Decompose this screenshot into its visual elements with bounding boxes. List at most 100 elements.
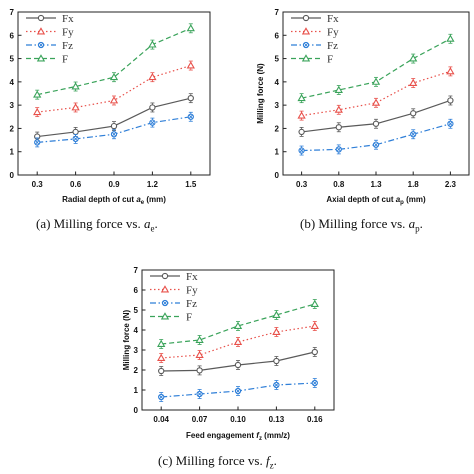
y-tick-label: 3 xyxy=(134,346,139,355)
data-point xyxy=(334,105,343,113)
x-tick-label: 0.16 xyxy=(307,415,323,424)
legend-marker xyxy=(302,41,310,49)
series-line xyxy=(301,123,451,152)
x-tick-label: 0.3 xyxy=(296,180,308,189)
data-point xyxy=(298,128,305,136)
data-point xyxy=(447,120,454,127)
plot-frame xyxy=(17,11,211,176)
y-tick-label: 0 xyxy=(134,406,139,415)
data-point xyxy=(447,97,454,104)
x-tick-label: 0.6 xyxy=(70,180,82,189)
x-tick-label: 0.3 xyxy=(32,180,44,189)
y-axis-label: Milling force (N) xyxy=(256,63,265,124)
data-point xyxy=(233,337,243,345)
series-Fy xyxy=(297,66,455,121)
series-Fz xyxy=(298,118,454,156)
y-tick-label: 1 xyxy=(10,148,15,157)
data-point xyxy=(158,367,165,375)
data-point xyxy=(234,387,242,395)
legend-marker xyxy=(161,272,169,280)
data-point xyxy=(33,90,42,98)
y-tick-label: 2 xyxy=(10,124,15,133)
x-tick-label: 1.8 xyxy=(408,180,420,189)
legend-label: F xyxy=(186,312,192,324)
y-tick-label: 7 xyxy=(134,266,139,275)
data-point xyxy=(149,119,156,126)
data-point xyxy=(71,82,80,90)
data-point xyxy=(187,113,194,120)
legend-label: Fy xyxy=(186,285,198,297)
legend-marker xyxy=(160,312,170,320)
data-point xyxy=(310,299,319,307)
series-F xyxy=(297,33,455,104)
legend-label: Fy xyxy=(62,27,74,39)
y-tick-label: 0 xyxy=(10,171,15,180)
y-tick-label: 5 xyxy=(134,306,139,315)
series-F xyxy=(33,23,195,100)
series-Fx xyxy=(158,347,318,376)
series-Fz xyxy=(34,111,194,148)
data-point xyxy=(110,122,118,130)
legend-label: F xyxy=(327,54,333,66)
x-axis-label: Radial depth of cut ae (mm) xyxy=(62,195,166,206)
data-point xyxy=(335,146,342,153)
y-tick-label: 1 xyxy=(134,386,139,395)
legend-marker xyxy=(301,27,311,35)
x-tick-label: 0.9 xyxy=(108,180,120,189)
data-point xyxy=(272,327,281,335)
legend-marker xyxy=(160,285,170,293)
series-Fy xyxy=(157,321,319,363)
data-point xyxy=(335,124,342,131)
data-point xyxy=(157,353,166,361)
series-Fx xyxy=(298,95,454,137)
series-Fy xyxy=(33,60,195,118)
data-point xyxy=(273,357,280,365)
data-point xyxy=(148,72,157,81)
data-point xyxy=(186,23,195,32)
data-point xyxy=(446,34,455,42)
legend-marker xyxy=(161,299,169,307)
legend-marker xyxy=(302,14,310,22)
x-tick-label: 0.04 xyxy=(153,415,169,424)
y-tick-label: 2 xyxy=(275,124,280,133)
data-point xyxy=(297,93,306,102)
chart-panel-0: 0 1 2 3 4 5 6 7 0.3 0.6 0.9 1.2 1.5 Radial depth of c… xyxy=(10,8,211,206)
data-point xyxy=(273,381,280,389)
legend-marker xyxy=(36,27,46,35)
chart-panel-2: 0 1 2 3 4 5 6 7 0.04 0.07 0.10 0.13 0.16 Feed engagem… xyxy=(122,266,335,442)
data-point xyxy=(311,348,318,356)
legend-marker xyxy=(36,54,46,62)
y-tick-label: 0 xyxy=(275,171,280,180)
data-point xyxy=(71,103,80,111)
data-point xyxy=(371,98,381,106)
data-point xyxy=(149,104,156,111)
data-point xyxy=(195,335,204,343)
data-point xyxy=(109,72,119,81)
legend-label: Fz xyxy=(186,298,197,310)
data-point xyxy=(297,111,306,119)
data-point xyxy=(410,131,417,138)
data-point xyxy=(110,131,118,138)
x-tick-label: 1.5 xyxy=(185,180,197,189)
data-point xyxy=(298,147,305,154)
x-tick-label: 0.10 xyxy=(230,415,246,424)
data-point xyxy=(186,61,195,69)
data-point xyxy=(410,110,417,117)
data-point xyxy=(72,135,79,143)
y-tick-label: 4 xyxy=(134,326,139,335)
data-point xyxy=(409,54,418,62)
data-point xyxy=(372,141,380,148)
y-tick-label: 1 xyxy=(275,148,280,157)
y-tick-label: 5 xyxy=(275,55,280,64)
data-point xyxy=(196,390,203,398)
legend-label: F xyxy=(62,54,68,66)
y-tick-label: 6 xyxy=(10,31,15,40)
data-point xyxy=(148,40,157,48)
x-axis-label: Axial depth of cut ap (mm) xyxy=(326,195,426,206)
chart-panel-1: 0 1 2 3 4 5 6 7 0.3 0.8 1.3 1.8 2.3 Axial depth of cu… xyxy=(256,8,470,206)
y-tick-label: 6 xyxy=(134,286,139,295)
y-tick-label: 5 xyxy=(10,55,15,64)
data-point xyxy=(158,393,165,401)
